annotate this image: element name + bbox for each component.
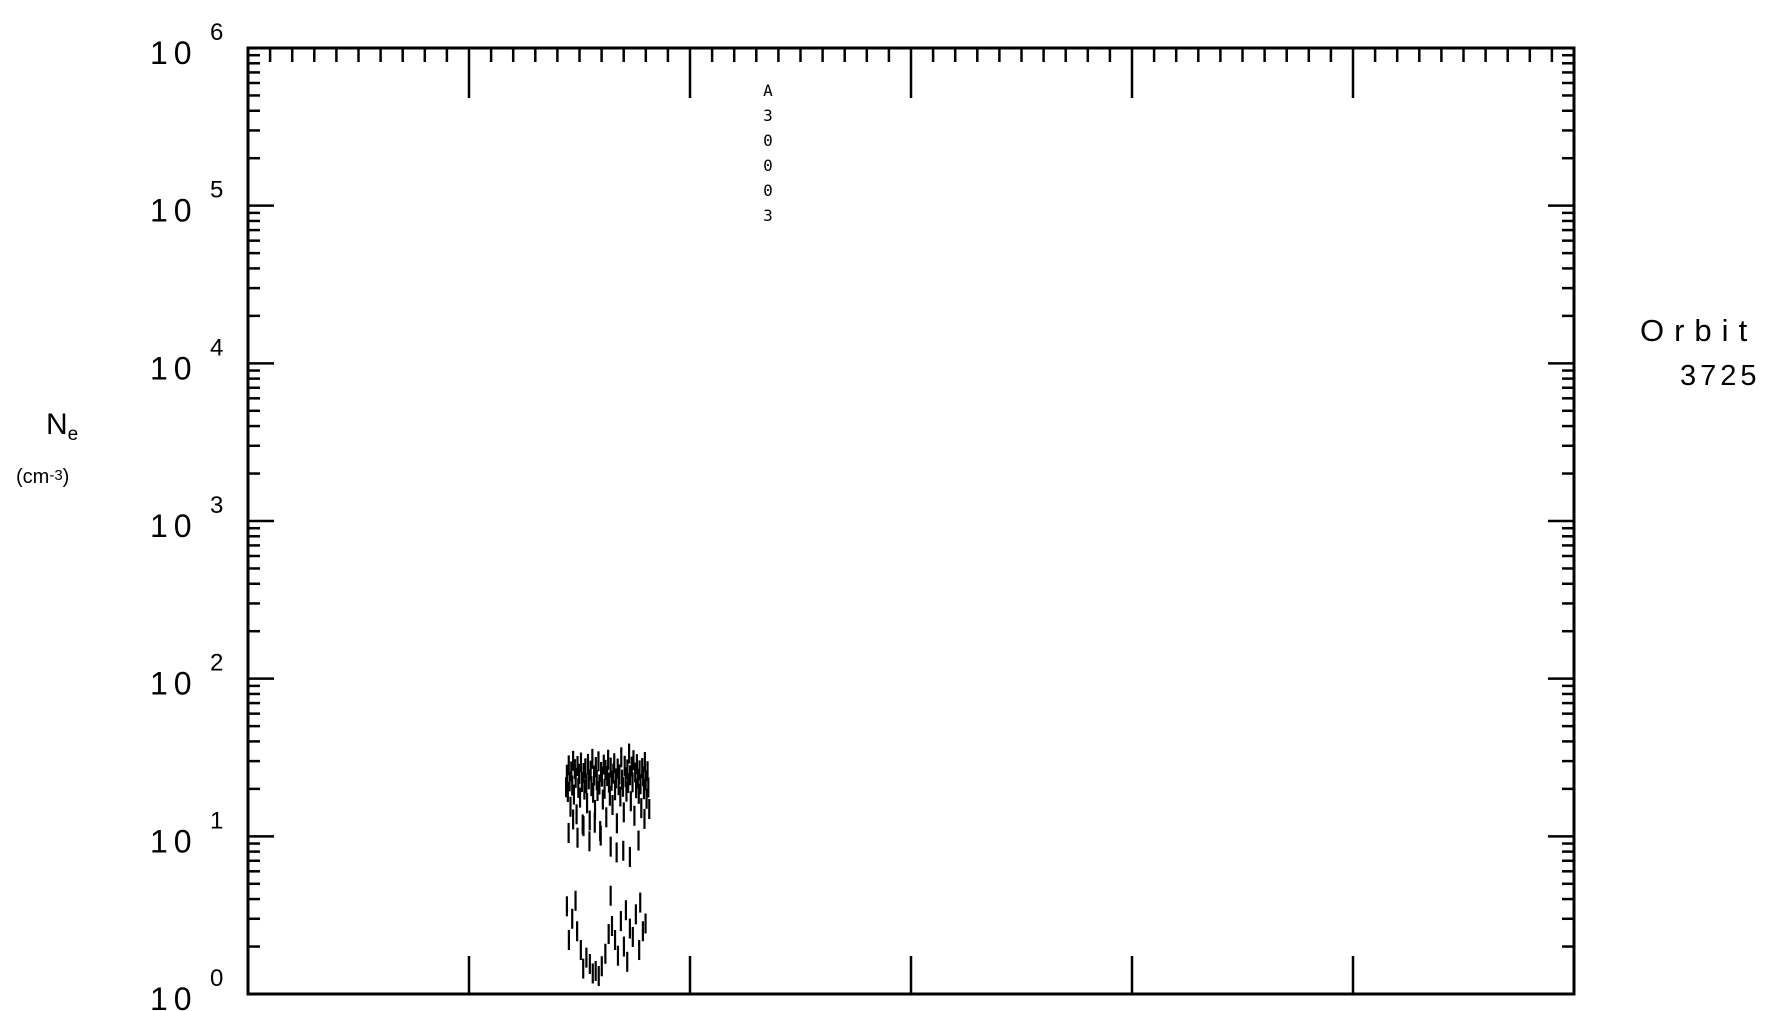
y-tick-label: 10 [150, 35, 198, 71]
annotation-char: 3 [763, 106, 773, 125]
data-marks [565, 743, 651, 987]
y-tick-label: 10 [150, 193, 198, 229]
y-tick-exponent: 0 [210, 965, 223, 992]
y-tick-label: 10 [150, 508, 198, 544]
annotation-char: 0 [763, 181, 773, 200]
orbit-number: 3725 [1680, 360, 1761, 392]
y-axis-unit: (cm-3) [16, 466, 70, 488]
y-tick-exponent: 4 [210, 334, 223, 361]
plot-frame [246, 46, 1576, 996]
annotation-char: A [763, 81, 773, 100]
annotation-char: 3 [763, 206, 773, 225]
y-tick-exponent: 3 [210, 492, 223, 519]
y-axis-label: Ne [46, 408, 79, 445]
y-tick-label: 10 [150, 350, 198, 386]
y-tick-exponent: 2 [210, 650, 223, 677]
orbit-label: Orbit [1640, 313, 1758, 348]
y-tick-labels: 10 0 10 1 10 2 10 3 10 4 10 5 10 6 [150, 19, 223, 1011]
y-tick-exponent: 5 [210, 177, 223, 204]
y-tick-exponent: 1 [210, 807, 223, 834]
annotation-char: 0 [763, 156, 773, 175]
y-tick-label: 10 [150, 981, 198, 1011]
axis-ticks [246, 48, 1576, 996]
annotation-label: A 3 0 0 0 3 [763, 81, 773, 225]
y-tick-label: 10 [150, 823, 198, 859]
y-tick-exponent: 6 [210, 19, 223, 46]
annotation-char: 0 [763, 131, 773, 150]
y-tick-label: 10 [150, 666, 198, 702]
